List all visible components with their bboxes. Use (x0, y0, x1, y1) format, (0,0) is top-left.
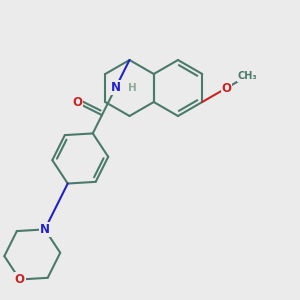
Text: O: O (15, 273, 25, 286)
Text: N: N (40, 223, 50, 236)
Text: CH₃: CH₃ (237, 71, 257, 81)
Text: O: O (72, 96, 82, 109)
Text: N: N (111, 81, 121, 94)
Text: H: H (128, 82, 137, 92)
Text: O: O (221, 82, 232, 94)
